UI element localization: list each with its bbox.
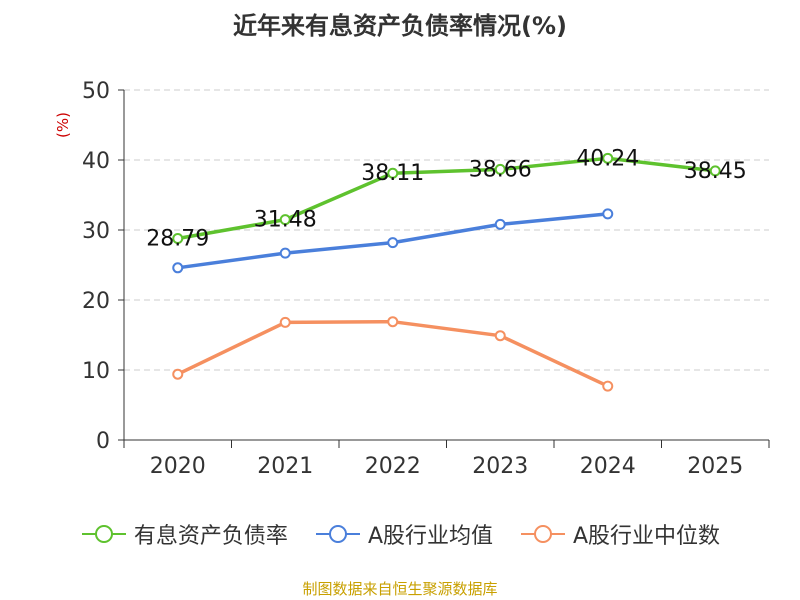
y-tick-label: 0 (96, 429, 110, 454)
data-point[interactable] (172, 368, 184, 380)
series-line (177, 156, 716, 241)
legend-marker-orange-icon (521, 525, 565, 543)
data-point[interactable] (172, 232, 184, 244)
legend-label: 有息资产负债率 (133, 524, 288, 549)
data-point[interactable] (602, 152, 614, 164)
legend: 有息资产负债率 A股行业均值 A股行业中位数 (0, 518, 800, 550)
data-point[interactable] (494, 163, 506, 175)
grid-lines (124, 89, 769, 371)
y-tick-label: 10 (82, 359, 110, 384)
data-label: 31.48 (254, 208, 317, 233)
y-tick-label: 20 (82, 289, 110, 314)
legend-marker-green-icon (81, 525, 126, 543)
data-point[interactable] (494, 218, 506, 230)
legend-item-industry-median[interactable]: A股行业中位数 (519, 518, 720, 550)
data-point[interactable] (279, 316, 291, 328)
x-tick-label: 2021 (257, 454, 313, 479)
legend-item-industry-mean[interactable]: A股行业均值 (314, 518, 493, 550)
x-tick-label: 2020 (150, 454, 206, 479)
data-point[interactable] (494, 330, 506, 342)
chart-title: 近年来有息资产负债率情况(%) (233, 12, 567, 40)
legend-label: A股行业均值 (367, 524, 493, 549)
data-point[interactable] (709, 165, 721, 177)
data-point[interactable] (602, 208, 614, 220)
data-label: 28.79 (146, 226, 209, 251)
y-axis-ticks: 0 10 20 30 40 50 (82, 79, 124, 454)
legend-label: A股行业中位数 (573, 524, 721, 549)
x-tick-label: 2023 (472, 454, 528, 479)
y-tick-label: 50 (82, 79, 110, 104)
data-label: 38.45 (684, 159, 747, 184)
data-point[interactable] (387, 167, 399, 179)
data-source-note: 制图数据来自恒生聚源数据库 (302, 580, 498, 598)
data-point[interactable] (172, 262, 184, 274)
x-tick-label: 2025 (687, 454, 743, 479)
legend-item-interest-debt-ratio[interactable]: 有息资产负债率 (80, 518, 288, 550)
y-axis-label: (%) (54, 112, 72, 138)
data-point[interactable] (279, 247, 291, 259)
x-axis-ticks: 2020 2021 2022 2023 2024 2025 (123, 440, 770, 479)
data-point[interactable] (279, 214, 291, 226)
x-tick-label: 2024 (580, 454, 636, 479)
series-group (172, 152, 721, 392)
series-line (176, 319, 609, 388)
axes (123, 90, 769, 441)
data-label: 38.66 (469, 157, 532, 182)
data-label: 38.11 (361, 161, 424, 186)
x-tick-label: 2022 (365, 454, 421, 479)
data-point[interactable] (387, 316, 399, 328)
y-tick-label: 30 (82, 219, 110, 244)
data-point[interactable] (602, 380, 614, 392)
data-label: 40.24 (576, 146, 639, 171)
data-labels: 28.79 31.48 38.11 38.66 40.24 38.45 (146, 146, 746, 251)
y-tick-label: 40 (82, 149, 110, 174)
data-point[interactable] (387, 237, 399, 249)
legend-marker-blue-icon (315, 525, 360, 543)
